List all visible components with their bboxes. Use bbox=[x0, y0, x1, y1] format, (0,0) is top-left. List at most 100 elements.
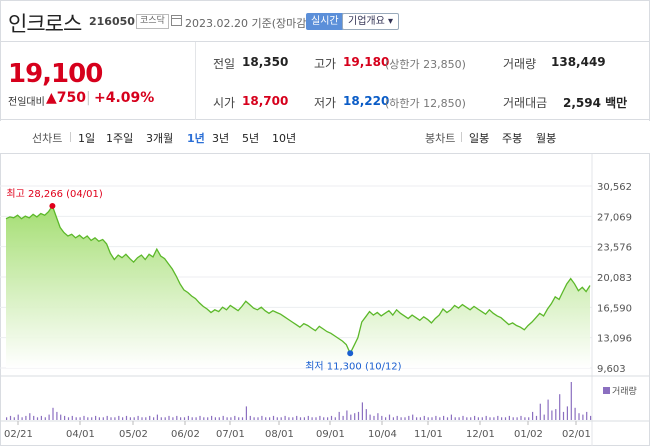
volume-bar bbox=[493, 417, 495, 420]
volume-bar bbox=[207, 417, 209, 420]
volume-bar bbox=[83, 415, 85, 420]
change-amount: ▲750 bbox=[46, 90, 86, 106]
tab-3y[interactable]: 3년 bbox=[212, 132, 230, 145]
realtime-button[interactable]: 실시간 bbox=[306, 13, 344, 30]
high-point-marker bbox=[49, 202, 56, 209]
volume-bar bbox=[330, 415, 333, 420]
volume-bar bbox=[79, 417, 81, 420]
volume-bar bbox=[323, 417, 325, 420]
volume-bar bbox=[292, 417, 294, 420]
volume-bar bbox=[377, 413, 379, 420]
tab-1d[interactable]: 1일 bbox=[78, 132, 96, 145]
tab-monthly[interactable]: 월봉 bbox=[536, 132, 557, 145]
tab-5y[interactable]: 5년 bbox=[242, 132, 260, 145]
volume-bar bbox=[149, 415, 151, 420]
volume-bar bbox=[566, 406, 568, 420]
volume-bar bbox=[586, 411, 588, 420]
volume-bar bbox=[435, 415, 437, 420]
volume-bar bbox=[578, 413, 580, 420]
volume-bar bbox=[570, 382, 572, 420]
volume-bar bbox=[288, 417, 290, 420]
volume-bar bbox=[477, 417, 479, 420]
volume-bar bbox=[528, 417, 530, 420]
volume-bar bbox=[346, 410, 348, 420]
volume-bar bbox=[87, 417, 89, 420]
tab-divider bbox=[70, 132, 71, 142]
volume-bar bbox=[36, 417, 39, 420]
volume-bar bbox=[33, 415, 35, 420]
low-annotation: 최저 11,300 (10/12) bbox=[305, 360, 401, 372]
line-chart-title: 선차트 bbox=[32, 132, 63, 145]
calendar-icon bbox=[171, 15, 182, 26]
volume-bar bbox=[423, 415, 425, 420]
volume-bar bbox=[419, 417, 421, 420]
volume-bar bbox=[334, 417, 336, 420]
volume-bar bbox=[319, 415, 321, 420]
volume-bar bbox=[280, 417, 282, 420]
volume-bar bbox=[17, 414, 19, 420]
volume-bar bbox=[156, 414, 158, 420]
volume-bar bbox=[222, 415, 224, 420]
y-tick-label: 13,096 bbox=[597, 334, 632, 345]
y-tick-label: 20,083 bbox=[597, 273, 632, 284]
volume-bar bbox=[385, 417, 387, 420]
low-point-marker bbox=[347, 350, 354, 357]
volume-bar bbox=[551, 410, 553, 420]
volume-bar bbox=[458, 417, 460, 420]
x-tick-label: 06/02 bbox=[171, 429, 200, 440]
volume-bar bbox=[191, 417, 193, 420]
x-tick-label: 02/21 bbox=[4, 429, 33, 440]
volume-bar bbox=[396, 415, 398, 420]
tab-daily[interactable]: 일봉 bbox=[469, 132, 490, 145]
volume-bar bbox=[60, 414, 62, 420]
volume-bar bbox=[454, 417, 456, 420]
volume-bar bbox=[276, 417, 278, 420]
volume-bar bbox=[446, 417, 449, 420]
date-info: 2023.02.20 기준(장마감) bbox=[185, 17, 311, 30]
company-overview-dropdown[interactable]: 기업개요 ▾ bbox=[342, 13, 399, 30]
x-tick-label: 07/01 bbox=[216, 429, 245, 440]
volume-bar bbox=[226, 417, 228, 420]
volume-bar bbox=[504, 417, 507, 420]
open-label: 시가 bbox=[213, 96, 236, 110]
volume-bar bbox=[122, 417, 124, 420]
tab-weekly[interactable]: 주봉 bbox=[502, 132, 523, 145]
volume-bar bbox=[125, 415, 128, 420]
tab-10y[interactable]: 10년 bbox=[272, 132, 297, 145]
volume-bar bbox=[501, 417, 503, 420]
volume-bar bbox=[183, 417, 186, 420]
y-tick-label: 16,590 bbox=[597, 303, 632, 314]
volume-bar bbox=[106, 415, 108, 420]
tab-1w[interactable]: 1주일 bbox=[106, 132, 134, 145]
volume-bar bbox=[67, 417, 70, 420]
x-tick-label: 12/01 bbox=[466, 429, 495, 440]
volume-bar bbox=[95, 415, 97, 420]
volume-bar bbox=[253, 417, 255, 420]
volume-bar bbox=[404, 417, 406, 420]
volume-bar bbox=[160, 417, 162, 420]
volume-bar bbox=[427, 417, 429, 420]
volume-legend-swatch bbox=[603, 387, 610, 394]
volume-bar bbox=[187, 415, 189, 420]
volume-bar bbox=[257, 417, 259, 420]
volume-bar bbox=[203, 417, 205, 420]
volume-bar bbox=[145, 417, 147, 420]
volume-bar bbox=[338, 411, 340, 420]
volume-bar bbox=[137, 415, 139, 420]
volume-bar bbox=[547, 399, 549, 420]
tab-1y[interactable]: 1년 bbox=[187, 132, 205, 145]
volume-bar bbox=[168, 415, 170, 420]
volume-bar bbox=[114, 417, 116, 420]
trade-amount-value: 2,594 백만 bbox=[563, 96, 628, 110]
volume-bar bbox=[296, 415, 298, 420]
volume-bar bbox=[98, 417, 100, 420]
y-tick-label: 23,576 bbox=[597, 243, 632, 254]
tab-divider bbox=[461, 132, 462, 142]
volume-label: 거래량 bbox=[503, 57, 537, 71]
tab-3m[interactable]: 3개월 bbox=[146, 132, 174, 145]
y-tick-label: 27,069 bbox=[597, 212, 632, 223]
volume-bar bbox=[381, 415, 383, 420]
volume-bar bbox=[211, 415, 213, 420]
volume-bar bbox=[311, 417, 313, 420]
volume-bar bbox=[354, 413, 356, 420]
